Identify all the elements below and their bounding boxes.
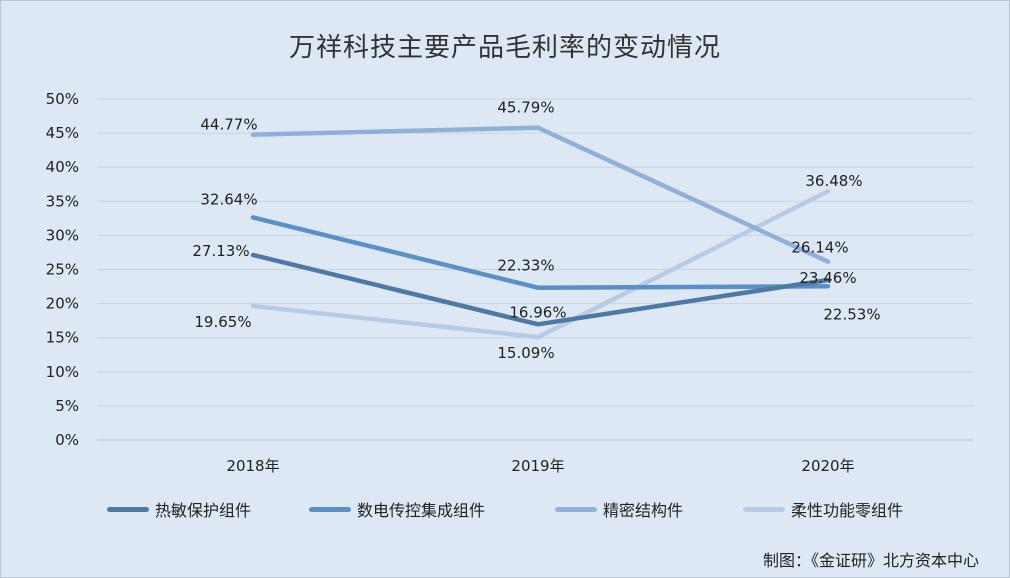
series-line-1 [250, 252, 831, 327]
series-line-3 [250, 125, 831, 264]
data-label: 15.09% [497, 344, 554, 362]
legend-swatch [107, 506, 149, 512]
x-tick-label: 2020年 [801, 457, 854, 475]
y-tick-label: 50% [46, 90, 79, 108]
legend-item: 热敏保护组件 [107, 497, 251, 521]
legend-label: 柔性功能零组件 [791, 501, 904, 520]
data-label: 22.33% [497, 257, 554, 275]
y-tick-label: 15% [46, 329, 79, 347]
x-tick-label: 2019年 [511, 457, 564, 475]
legend: 热敏保护组件 数电传控集成组件 精密结构件 柔性功能零组件 [1, 497, 1009, 523]
data-label: 27.13% [192, 242, 249, 260]
legend-label: 精密结构件 [603, 501, 684, 520]
chart-title: 万祥科技主要产品毛利率的变动情况 [288, 33, 721, 63]
series-line-2 [250, 215, 831, 290]
data-label: 22.53% [823, 305, 880, 323]
legend-item: 精密结构件 [555, 497, 683, 521]
legend-swatch [309, 506, 351, 512]
y-tick-label: 45% [46, 124, 79, 142]
data-label: 16.96% [509, 303, 566, 321]
legend-item: 柔性功能零组件 [743, 497, 903, 521]
y-tick-label: 20% [46, 295, 79, 313]
data-label: 19.65% [194, 313, 251, 331]
legend-swatch [555, 506, 597, 512]
y-tick-label: 35% [46, 192, 79, 210]
y-tick-label: 25% [46, 261, 79, 279]
data-label: 23.46% [799, 269, 856, 287]
data-label: 32.64% [200, 190, 257, 208]
y-tick-label: 0% [55, 431, 79, 449]
legend-label: 热敏保护组件 [155, 501, 252, 520]
legend-swatch [743, 506, 785, 512]
data-label: 45.79% [497, 99, 554, 117]
chart-credit: 制图：《金证研》北方资本中心 [762, 551, 979, 570]
data-label: 26.14% [791, 239, 848, 257]
data-label: 44.77% [200, 116, 257, 134]
y-tick-label: 40% [46, 158, 79, 176]
legend-label: 数电传控集成组件 [357, 501, 486, 520]
legend-item: 数电传控集成组件 [309, 497, 485, 521]
y-tick-label: 30% [46, 226, 79, 244]
series-line-4 [250, 188, 831, 340]
data-label: 36.48% [805, 172, 862, 190]
x-tick-label: 2018年 [226, 457, 279, 475]
y-tick-label: 10% [46, 363, 79, 381]
y-tick-label: 5% [55, 397, 79, 415]
